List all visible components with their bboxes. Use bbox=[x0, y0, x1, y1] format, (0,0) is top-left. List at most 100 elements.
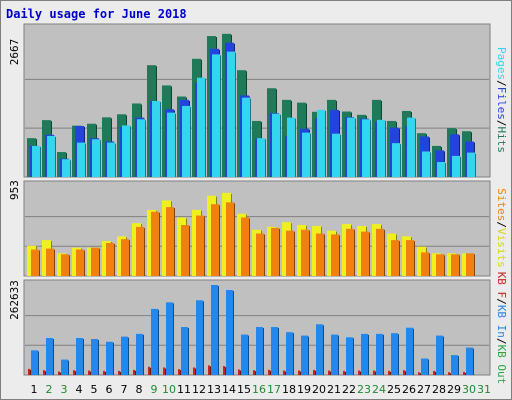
pages-bar-2 bbox=[47, 135, 55, 177]
pages-bar-21 bbox=[332, 133, 340, 177]
kbin-bar-29 bbox=[451, 355, 458, 375]
kbf-bar-9 bbox=[148, 366, 150, 375]
sites-bar-5 bbox=[91, 247, 99, 276]
kbin-bar-30 bbox=[466, 347, 473, 375]
kbf-bar-21 bbox=[328, 370, 330, 375]
sites-bar-3 bbox=[61, 254, 69, 276]
kbf-bar-3 bbox=[58, 371, 60, 375]
kbf-bar-8 bbox=[133, 369, 135, 375]
day-label-22: 22 bbox=[342, 383, 356, 396]
sites-bar-28 bbox=[436, 254, 444, 276]
day-label-30: 30 bbox=[462, 383, 476, 396]
kbf-bar-20 bbox=[313, 369, 315, 375]
kbf-bar-29 bbox=[448, 372, 450, 375]
pages-bar-26 bbox=[407, 117, 415, 177]
kbin-bar-15 bbox=[241, 334, 248, 375]
pages-bar-12 bbox=[197, 77, 205, 177]
kbin-bar-28 bbox=[436, 335, 443, 375]
legend-kb-f: KB F bbox=[495, 272, 508, 299]
legend-files: Files bbox=[495, 87, 508, 120]
day-label-11: 11 bbox=[177, 383, 191, 396]
kbf-bar-27 bbox=[418, 372, 420, 375]
kbin-bar-24 bbox=[376, 333, 383, 375]
sites-bar-17 bbox=[271, 227, 279, 276]
day-label-1: 1 bbox=[31, 383, 38, 396]
kb-ymax-label: 262633 bbox=[8, 280, 21, 320]
kbin-bar-11 bbox=[181, 327, 188, 375]
sites-bar-6 bbox=[106, 242, 114, 276]
day-label-8: 8 bbox=[136, 383, 143, 396]
kbf-bar-30 bbox=[463, 371, 465, 375]
kbin-bar-18 bbox=[286, 332, 293, 375]
legend-sep-3: / bbox=[495, 221, 508, 228]
pages-bar-13 bbox=[212, 54, 220, 177]
kbin-bar-12 bbox=[196, 300, 203, 375]
kbf-bar-13 bbox=[208, 365, 210, 375]
day-label-15: 15 bbox=[237, 383, 251, 396]
sites-bar-1 bbox=[31, 249, 39, 276]
kbin-bar-26 bbox=[406, 327, 413, 375]
legend-sites: Sites bbox=[495, 188, 508, 221]
day-label-17: 17 bbox=[267, 383, 281, 396]
pages-bar-23 bbox=[362, 119, 370, 177]
pages-bar-16 bbox=[257, 138, 265, 177]
kbf-bar-6 bbox=[103, 370, 105, 375]
sites-bar-14 bbox=[226, 202, 234, 276]
kbin-bar-21 bbox=[331, 334, 338, 375]
day-label-2: 2 bbox=[46, 383, 53, 396]
kbf-bar-12 bbox=[193, 367, 195, 375]
sites-bar-13 bbox=[211, 204, 219, 276]
kbf-bar-23 bbox=[358, 370, 360, 375]
kbin-bar-10 bbox=[166, 302, 173, 375]
day-label-25: 25 bbox=[387, 383, 401, 396]
sites-bar-25 bbox=[391, 240, 399, 276]
legend-kb-out: KB Out bbox=[495, 345, 508, 385]
kbf-bar-24 bbox=[373, 370, 375, 375]
day-label-4: 4 bbox=[76, 383, 83, 396]
sites-bar-12 bbox=[196, 215, 204, 276]
sites-bar-24 bbox=[376, 228, 384, 276]
kbf-bar-15 bbox=[238, 369, 240, 375]
pages-bar-6 bbox=[107, 142, 115, 177]
day-label-29: 29 bbox=[447, 383, 461, 396]
pages-bar-30 bbox=[467, 152, 475, 177]
pages-bar-10 bbox=[167, 112, 175, 177]
day-label-28: 28 bbox=[432, 383, 446, 396]
kbf-bar-5 bbox=[88, 370, 90, 375]
sites-bar-29 bbox=[451, 254, 459, 276]
sites-bar-8 bbox=[136, 226, 144, 276]
kbf-bar-25 bbox=[388, 370, 390, 375]
sites-bar-20 bbox=[316, 233, 324, 276]
legend-pages: Pages bbox=[495, 47, 508, 80]
pages-bar-11 bbox=[182, 105, 190, 177]
day-label-9: 9 bbox=[151, 383, 158, 396]
day-label-21: 21 bbox=[327, 383, 341, 396]
day-label-16: 16 bbox=[252, 383, 266, 396]
sites-bar-11 bbox=[181, 225, 189, 276]
legend-visits: Visits bbox=[495, 228, 508, 268]
day-label-5: 5 bbox=[91, 383, 98, 396]
day-label-18: 18 bbox=[282, 383, 296, 396]
files-bar-29 bbox=[450, 134, 459, 177]
pages-bar-3 bbox=[62, 159, 70, 177]
day-label-27: 27 bbox=[417, 383, 431, 396]
day-label-6: 6 bbox=[106, 383, 113, 396]
legend-sep-1: / bbox=[495, 80, 508, 87]
pages-bar-15 bbox=[242, 97, 250, 177]
day-label-7: 7 bbox=[121, 383, 128, 396]
kbin-bar-7 bbox=[121, 336, 128, 375]
day-label-24: 24 bbox=[372, 383, 386, 396]
pages-bar-14 bbox=[227, 51, 235, 177]
kbf-bar-1 bbox=[28, 368, 30, 375]
pages-bar-8 bbox=[137, 119, 145, 177]
day-label-12: 12 bbox=[192, 383, 206, 396]
kbf-bar-14 bbox=[223, 366, 225, 375]
day-label-23: 23 bbox=[357, 383, 371, 396]
legend-kb-in: KB In bbox=[495, 305, 508, 338]
day-label-20: 20 bbox=[312, 383, 326, 396]
day-label-3: 3 bbox=[61, 383, 68, 396]
kbf-bar-16 bbox=[253, 370, 255, 375]
kbin-bar-13 bbox=[211, 285, 218, 375]
kbin-bar-6 bbox=[106, 341, 113, 375]
kbf-bar-17 bbox=[268, 369, 270, 375]
